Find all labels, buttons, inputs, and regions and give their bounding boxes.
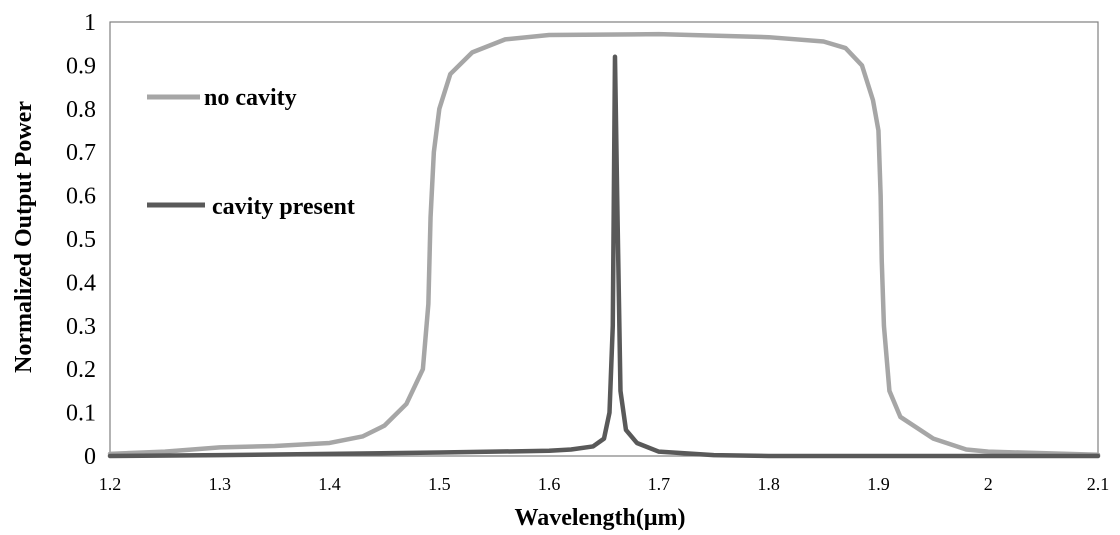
- x-tick-label: 2: [984, 474, 993, 494]
- legend-label: no cavity: [204, 85, 297, 111]
- y-tick-label: 0.9: [66, 53, 96, 79]
- x-tick-label: 1.6: [538, 474, 561, 494]
- y-tick-label: 0.1: [66, 401, 96, 427]
- x-axis-title: Wavelength(μm): [515, 505, 686, 531]
- legend: no cavity cavity present: [147, 85, 355, 220]
- y-axis-title: Normalized Output Power: [11, 101, 37, 373]
- y-tick-label: 0.7: [66, 140, 96, 166]
- y-tick-label: 0: [84, 444, 96, 470]
- series-line-cavity-present: [107, 54, 1101, 459]
- series-lines: [107, 31, 1101, 459]
- series-line-no-cavity: [107, 31, 1101, 457]
- y-tick-label: 1: [84, 10, 96, 36]
- y-tick-label: 0.8: [66, 97, 96, 123]
- x-tick-label: 1.4: [318, 474, 341, 494]
- legend-label: cavity present: [212, 194, 355, 220]
- y-tick-label: 0.2: [66, 357, 96, 383]
- x-tick-labels: 1.2 1.3 1.4 1.5 1.6 1.7 1.8 1.9 2 2.1: [99, 474, 1110, 494]
- y-tick-label: 0.6: [66, 184, 96, 210]
- y-tick-label: 0.5: [66, 227, 96, 253]
- x-tick-label: 1.3: [209, 474, 232, 494]
- x-tick-label: 2.1: [1087, 474, 1110, 494]
- x-tick-label: 1.7: [648, 474, 671, 494]
- y-tick-label: 0.3: [66, 314, 96, 340]
- plot-frame: [109, 21, 1099, 457]
- y-tick-labels: 0 0.1 0.2 0.3 0.4 0.5 0.6 0.7 0.8 0.9 1: [66, 10, 96, 470]
- x-tick-label: 1.9: [867, 474, 890, 494]
- x-tick-label: 1.2: [99, 474, 122, 494]
- y-tick-label: 0.4: [66, 270, 96, 296]
- x-tick-label: 1.5: [428, 474, 451, 494]
- x-tick-label: 1.8: [757, 474, 780, 494]
